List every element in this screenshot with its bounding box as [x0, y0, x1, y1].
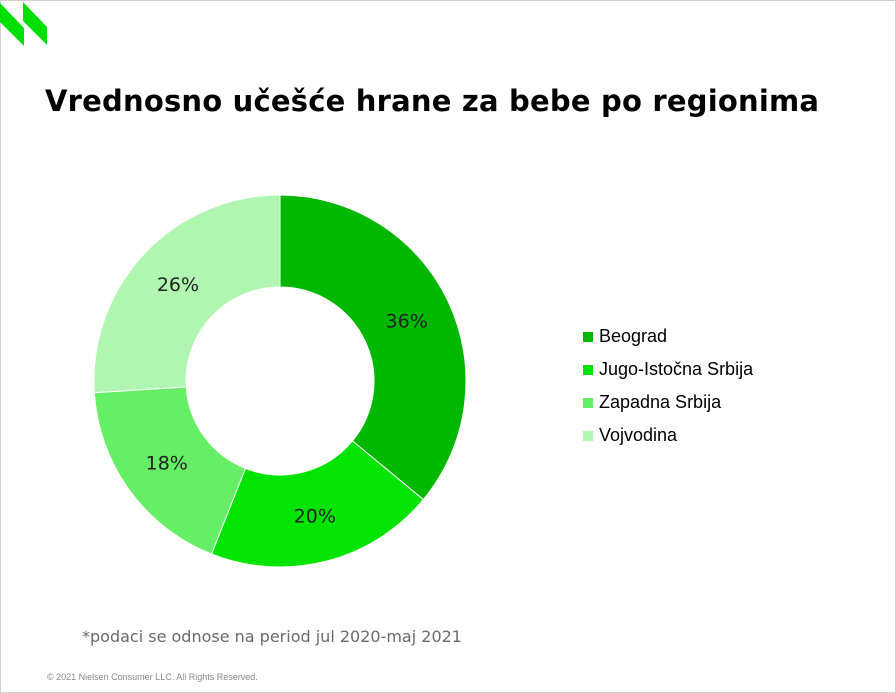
slice-data-label: 18% [146, 452, 188, 474]
legend-swatch [583, 364, 593, 375]
slice-data-label: 26% [157, 274, 199, 296]
legend-swatch [583, 397, 593, 408]
legend-item: Jugo-Istočna Srbija [583, 353, 753, 386]
chart-title: Vrednosno učešće hrane za bebe po region… [45, 84, 820, 118]
legend-item: Vojvodina [583, 419, 753, 452]
slice-data-label: 20% [294, 506, 336, 528]
slice-data-label: 36% [386, 310, 428, 332]
legend-swatch [583, 430, 593, 441]
legend-item: Zapadna Srbija [583, 386, 753, 419]
donut-slice-jugo-isto-na-srbija [210, 440, 425, 568]
legend-label: Zapadna Srbija [599, 392, 722, 412]
donut-slice-zapadna-srbija [93, 386, 247, 555]
legend-label: Vojvodina [599, 425, 678, 445]
copyright-text: © 2021 Nielsen Consumer LLC. All Rights … [47, 672, 258, 682]
legend-label: Jugo-Istočna Srbija [599, 359, 754, 379]
legend-swatch [583, 331, 593, 342]
footnote: *podaci se odnose na period jul 2020-maj… [82, 627, 462, 646]
nielsen-logo-icon [0, 2, 47, 46]
legend-item: Beograd [583, 320, 753, 353]
donut-slice-beograd [279, 194, 467, 501]
donut-slice-vojvodina [93, 194, 281, 394]
legend-label: Beograd [599, 326, 668, 346]
chart-legend: Beograd Jugo-Istočna Srbija Zapadna Srbija… [583, 320, 753, 452]
